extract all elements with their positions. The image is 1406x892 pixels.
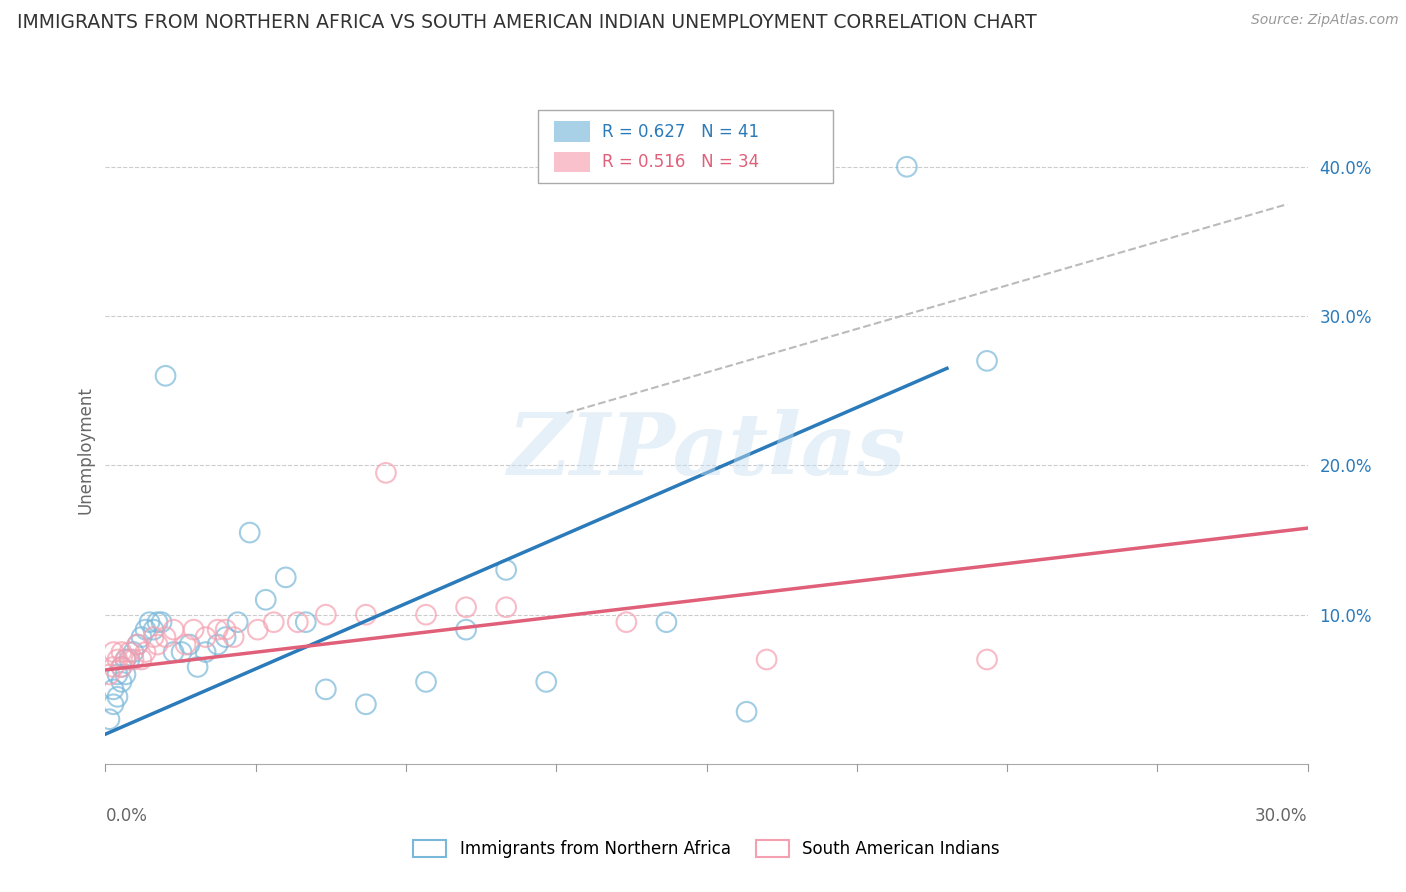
- FancyBboxPatch shape: [554, 152, 591, 172]
- Text: 30.0%: 30.0%: [1256, 807, 1308, 825]
- Point: [107, 690, 129, 704]
- Point: [214, 623, 236, 637]
- Point: [976, 652, 998, 666]
- Point: [194, 630, 217, 644]
- Point: [495, 600, 517, 615]
- Point: [735, 705, 758, 719]
- Point: [107, 667, 129, 681]
- Point: [127, 638, 149, 652]
- Point: [534, 674, 557, 689]
- Point: [755, 652, 778, 666]
- Point: [142, 623, 165, 637]
- Legend: Immigrants from Northern Africa, South American Indians: Immigrants from Northern Africa, South A…: [406, 833, 1007, 864]
- Point: [194, 645, 217, 659]
- Point: [103, 660, 125, 674]
- Point: [122, 645, 145, 659]
- Point: [246, 623, 269, 637]
- Text: IMMIGRANTS FROM NORTHERN AFRICA VS SOUTH AMERICAN INDIAN UNEMPLOYMENT CORRELATIO: IMMIGRANTS FROM NORTHERN AFRICA VS SOUTH…: [17, 13, 1036, 32]
- Point: [616, 615, 638, 630]
- Point: [174, 638, 197, 652]
- Text: 0.0%: 0.0%: [105, 807, 148, 825]
- Point: [454, 623, 477, 637]
- Point: [110, 645, 132, 659]
- Text: Source: ZipAtlas.com: Source: ZipAtlas.com: [1251, 13, 1399, 28]
- Point: [103, 698, 125, 712]
- Point: [150, 615, 173, 630]
- Point: [135, 645, 157, 659]
- Point: [315, 607, 337, 622]
- Point: [114, 667, 136, 681]
- Point: [122, 652, 145, 666]
- Point: [107, 652, 129, 666]
- Point: [131, 630, 153, 644]
- Point: [155, 368, 177, 383]
- Point: [114, 652, 136, 666]
- Y-axis label: Unemployment: Unemployment: [76, 386, 94, 515]
- Point: [110, 660, 132, 674]
- Point: [354, 607, 377, 622]
- Point: [254, 592, 277, 607]
- Point: [138, 615, 160, 630]
- Point: [263, 615, 285, 630]
- Point: [179, 638, 201, 652]
- Point: [454, 600, 477, 615]
- FancyBboxPatch shape: [554, 121, 591, 142]
- Point: [374, 466, 398, 480]
- Point: [187, 660, 209, 674]
- Text: R = 0.516   N = 34: R = 0.516 N = 34: [602, 153, 759, 171]
- Point: [207, 623, 229, 637]
- Point: [162, 645, 184, 659]
- Point: [170, 645, 193, 659]
- Point: [226, 615, 249, 630]
- Point: [315, 682, 337, 697]
- Point: [162, 623, 184, 637]
- Point: [183, 623, 205, 637]
- FancyBboxPatch shape: [538, 111, 832, 183]
- Point: [274, 570, 297, 584]
- Point: [495, 563, 517, 577]
- Point: [222, 630, 245, 644]
- Point: [214, 630, 236, 644]
- Point: [118, 645, 141, 659]
- Point: [146, 638, 169, 652]
- Text: R = 0.627   N = 41: R = 0.627 N = 41: [602, 123, 759, 141]
- Point: [118, 652, 141, 666]
- Point: [896, 160, 918, 174]
- Point: [98, 667, 121, 681]
- Point: [155, 630, 177, 644]
- Point: [131, 652, 153, 666]
- Point: [135, 623, 157, 637]
- Point: [110, 660, 132, 674]
- Point: [655, 615, 678, 630]
- Point: [142, 630, 165, 644]
- Point: [415, 674, 437, 689]
- Point: [98, 712, 121, 726]
- Point: [295, 615, 318, 630]
- Point: [207, 638, 229, 652]
- Point: [127, 638, 149, 652]
- Point: [287, 615, 309, 630]
- Point: [354, 698, 377, 712]
- Point: [103, 645, 125, 659]
- Text: ZIPatlas: ZIPatlas: [508, 409, 905, 492]
- Point: [103, 682, 125, 697]
- Point: [976, 354, 998, 368]
- Point: [114, 652, 136, 666]
- Point: [110, 674, 132, 689]
- Point: [146, 615, 169, 630]
- Point: [415, 607, 437, 622]
- Point: [239, 525, 262, 540]
